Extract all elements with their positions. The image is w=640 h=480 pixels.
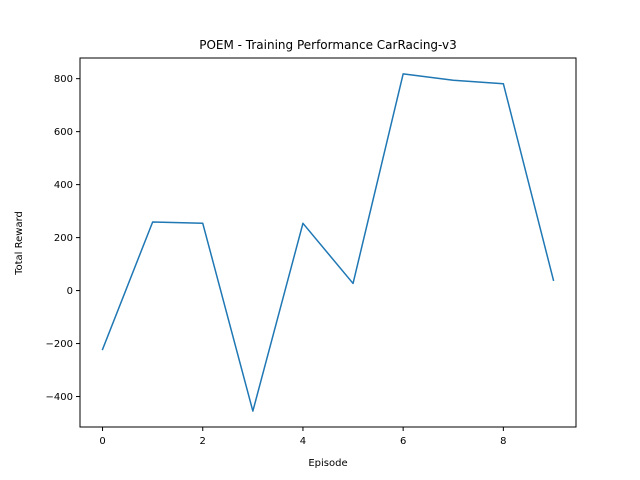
y-tick-label: −200 [46, 339, 73, 350]
y-tick-label: 600 [54, 127, 73, 138]
x-tick-label: 2 [200, 436, 206, 447]
series-line-0 [101, 73, 555, 412]
y-tick-label: 0 [67, 286, 73, 297]
x-tick-label: 4 [300, 436, 306, 447]
y-tick-label: 800 [54, 74, 73, 85]
chart-title: POEM - Training Performance CarRacing-v3 [199, 38, 457, 52]
y-tick-label: −400 [46, 392, 73, 403]
x-tick-label: 0 [99, 436, 105, 447]
plot-frame [79, 57, 577, 428]
y-tick-label: 200 [54, 233, 73, 244]
x-tick-label: 6 [400, 436, 406, 447]
y-axis-label: Total Reward [14, 211, 25, 276]
x-tick-label: 8 [500, 436, 506, 447]
y-tick-label: 400 [54, 180, 73, 191]
x-axis-label: Episode [308, 458, 347, 469]
